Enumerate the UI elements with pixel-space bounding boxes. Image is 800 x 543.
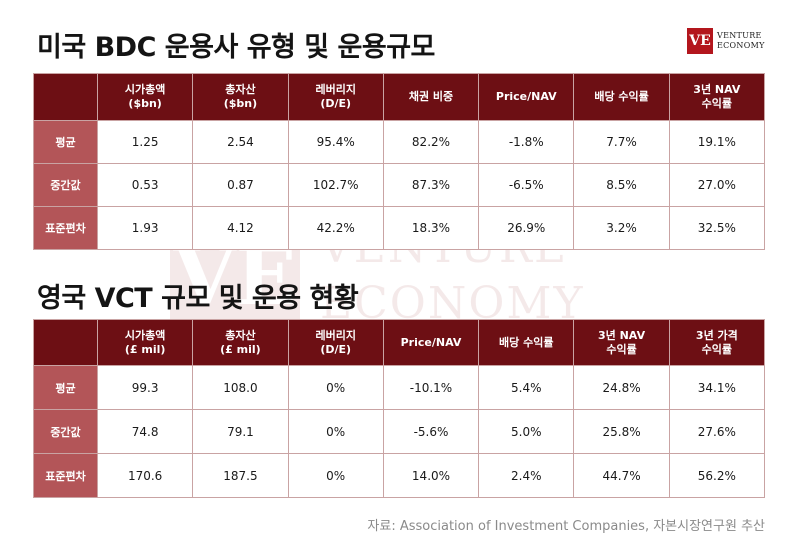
table-cell: 56.2% bbox=[668, 453, 766, 498]
logo-line1: VENTURE bbox=[717, 31, 762, 40]
table-header-row: 시가총액 (£ mil) 총자산 (£ mil) 레버리지 (D/E) Price/N… bbox=[33, 319, 766, 366]
table-cell: 102.7% bbox=[287, 163, 384, 207]
table-cell: -10.1% bbox=[382, 365, 480, 410]
column-header: 채권 비중 bbox=[382, 73, 480, 121]
table-cell: 3.2% bbox=[573, 206, 670, 250]
table-cell: 170.6 bbox=[96, 453, 194, 498]
table-cell: 27.0% bbox=[668, 163, 766, 207]
column-header: Price/NAV bbox=[382, 319, 480, 366]
column-header: 시가총액 (£ mil) bbox=[96, 319, 194, 366]
us-bdc-title: 미국 BDC 운용사 유형 및 운용규모 bbox=[37, 32, 435, 63]
table-cell: 4.12 bbox=[192, 206, 289, 250]
column-header: 레버리지 (D/E) bbox=[287, 319, 384, 366]
row-header: 중간값 bbox=[33, 163, 98, 207]
table-cell: 19.1% bbox=[668, 120, 766, 164]
column-header: 배당 수익률 bbox=[573, 73, 670, 121]
table-row: 중간값 0.53 0.87 102.7% 87.3% -6.5% 8.5% 27… bbox=[33, 163, 766, 207]
table-cell: 24.8% bbox=[573, 365, 670, 410]
column-header: 3년 NAV 수익률 bbox=[668, 73, 766, 121]
table-cell: 34.1% bbox=[668, 365, 766, 410]
table-cell: 108.0 bbox=[192, 365, 289, 410]
row-header: 표준편차 bbox=[33, 453, 98, 498]
table-cell: 74.8 bbox=[96, 409, 194, 454]
table-cell: 0.53 bbox=[96, 163, 194, 207]
column-header: 총자산 ($bn) bbox=[192, 73, 289, 121]
table-header-row: 시가총액 ($bn) 총자산 ($bn) 레버리지 (D/E) 채권 비중 Price… bbox=[33, 73, 766, 121]
table-cell: 7.7% bbox=[573, 120, 670, 164]
row-header: 표준편차 bbox=[33, 206, 98, 250]
table-cell: 25.8% bbox=[573, 409, 670, 454]
table-cell: 0% bbox=[287, 453, 384, 498]
table-row: 표준편차 1.93 4.12 42.2% 18.3% 26.9% 3.2% 32… bbox=[33, 206, 766, 250]
table-row: 표준편차 170.6 187.5 0% 14.0% 2.4% 44.7% 56.… bbox=[33, 453, 766, 498]
table-cell: 1.93 bbox=[96, 206, 194, 250]
source-note: 자료: Association of Investment Companies,… bbox=[367, 519, 765, 534]
row-header: 평균 bbox=[33, 120, 98, 164]
table-cell: 5.4% bbox=[478, 365, 575, 410]
table-cell: 99.3 bbox=[96, 365, 194, 410]
column-header: 배당 수익률 bbox=[478, 319, 575, 366]
table-cell: 27.6% bbox=[668, 409, 766, 454]
table-cell: 32.5% bbox=[668, 206, 766, 250]
us-bdc-table: 시가총액 ($bn) 총자산 ($bn) 레버리지 (D/E) 채권 비중 Price… bbox=[33, 73, 766, 250]
venture-economy-logo: VE VENTURE ECONOMY bbox=[687, 28, 765, 54]
table-cell: 42.2% bbox=[287, 206, 384, 250]
table-cell: 95.4% bbox=[287, 120, 384, 164]
uk-vct-table: 시가총액 (£ mil) 총자산 (£ mil) 레버리지 (D/E) Price/N… bbox=[33, 319, 766, 498]
column-header: 3년 NAV 수익률 bbox=[573, 319, 670, 366]
table-cell: 2.54 bbox=[192, 120, 289, 164]
column-header: 3년 가격 수익률 bbox=[668, 319, 766, 366]
logo-text: VENTURE ECONOMY bbox=[717, 31, 765, 51]
row-header: 평균 bbox=[33, 365, 98, 410]
row-header: 중간값 bbox=[33, 409, 98, 454]
table-cell: 1.25 bbox=[96, 120, 194, 164]
table-cell: 187.5 bbox=[192, 453, 289, 498]
table-row: 평균 1.25 2.54 95.4% 82.2% -1.8% 7.7% 19.1… bbox=[33, 120, 766, 164]
logo-mark: VE bbox=[687, 28, 713, 54]
table-cell: 0.87 bbox=[192, 163, 289, 207]
table-cell: 82.2% bbox=[382, 120, 480, 164]
column-header: 레버리지 (D/E) bbox=[287, 73, 384, 121]
table-cell: 18.3% bbox=[382, 206, 480, 250]
table-cell: 2.4% bbox=[478, 453, 575, 498]
table-cell: 44.7% bbox=[573, 453, 670, 498]
column-header: Price/NAV bbox=[478, 73, 575, 121]
table-row: 중간값 74.8 79.1 0% -5.6% 5.0% 25.8% 27.6% bbox=[33, 409, 766, 454]
corner-cell bbox=[33, 319, 98, 366]
table-row: 평균 99.3 108.0 0% -10.1% 5.4% 24.8% 34.1% bbox=[33, 365, 766, 410]
table-cell: -6.5% bbox=[478, 163, 575, 207]
table-cell: -1.8% bbox=[478, 120, 575, 164]
table-cell: 5.0% bbox=[478, 409, 575, 454]
logo-line2: ECONOMY bbox=[717, 41, 765, 50]
table-cell: 0% bbox=[287, 365, 384, 410]
table-cell: 14.0% bbox=[382, 453, 480, 498]
table-cell: 0% bbox=[287, 409, 384, 454]
uk-vct-title: 영국 VCT 규모 및 운용 현황 bbox=[37, 283, 359, 314]
column-header: 시가총액 ($bn) bbox=[96, 73, 194, 121]
column-header: 총자산 (£ mil) bbox=[192, 319, 289, 366]
table-cell: 8.5% bbox=[573, 163, 670, 207]
table-cell: 79.1 bbox=[192, 409, 289, 454]
corner-cell bbox=[33, 73, 98, 121]
table-cell: 87.3% bbox=[382, 163, 480, 207]
table-cell: 26.9% bbox=[478, 206, 575, 250]
table-cell: -5.6% bbox=[382, 409, 480, 454]
